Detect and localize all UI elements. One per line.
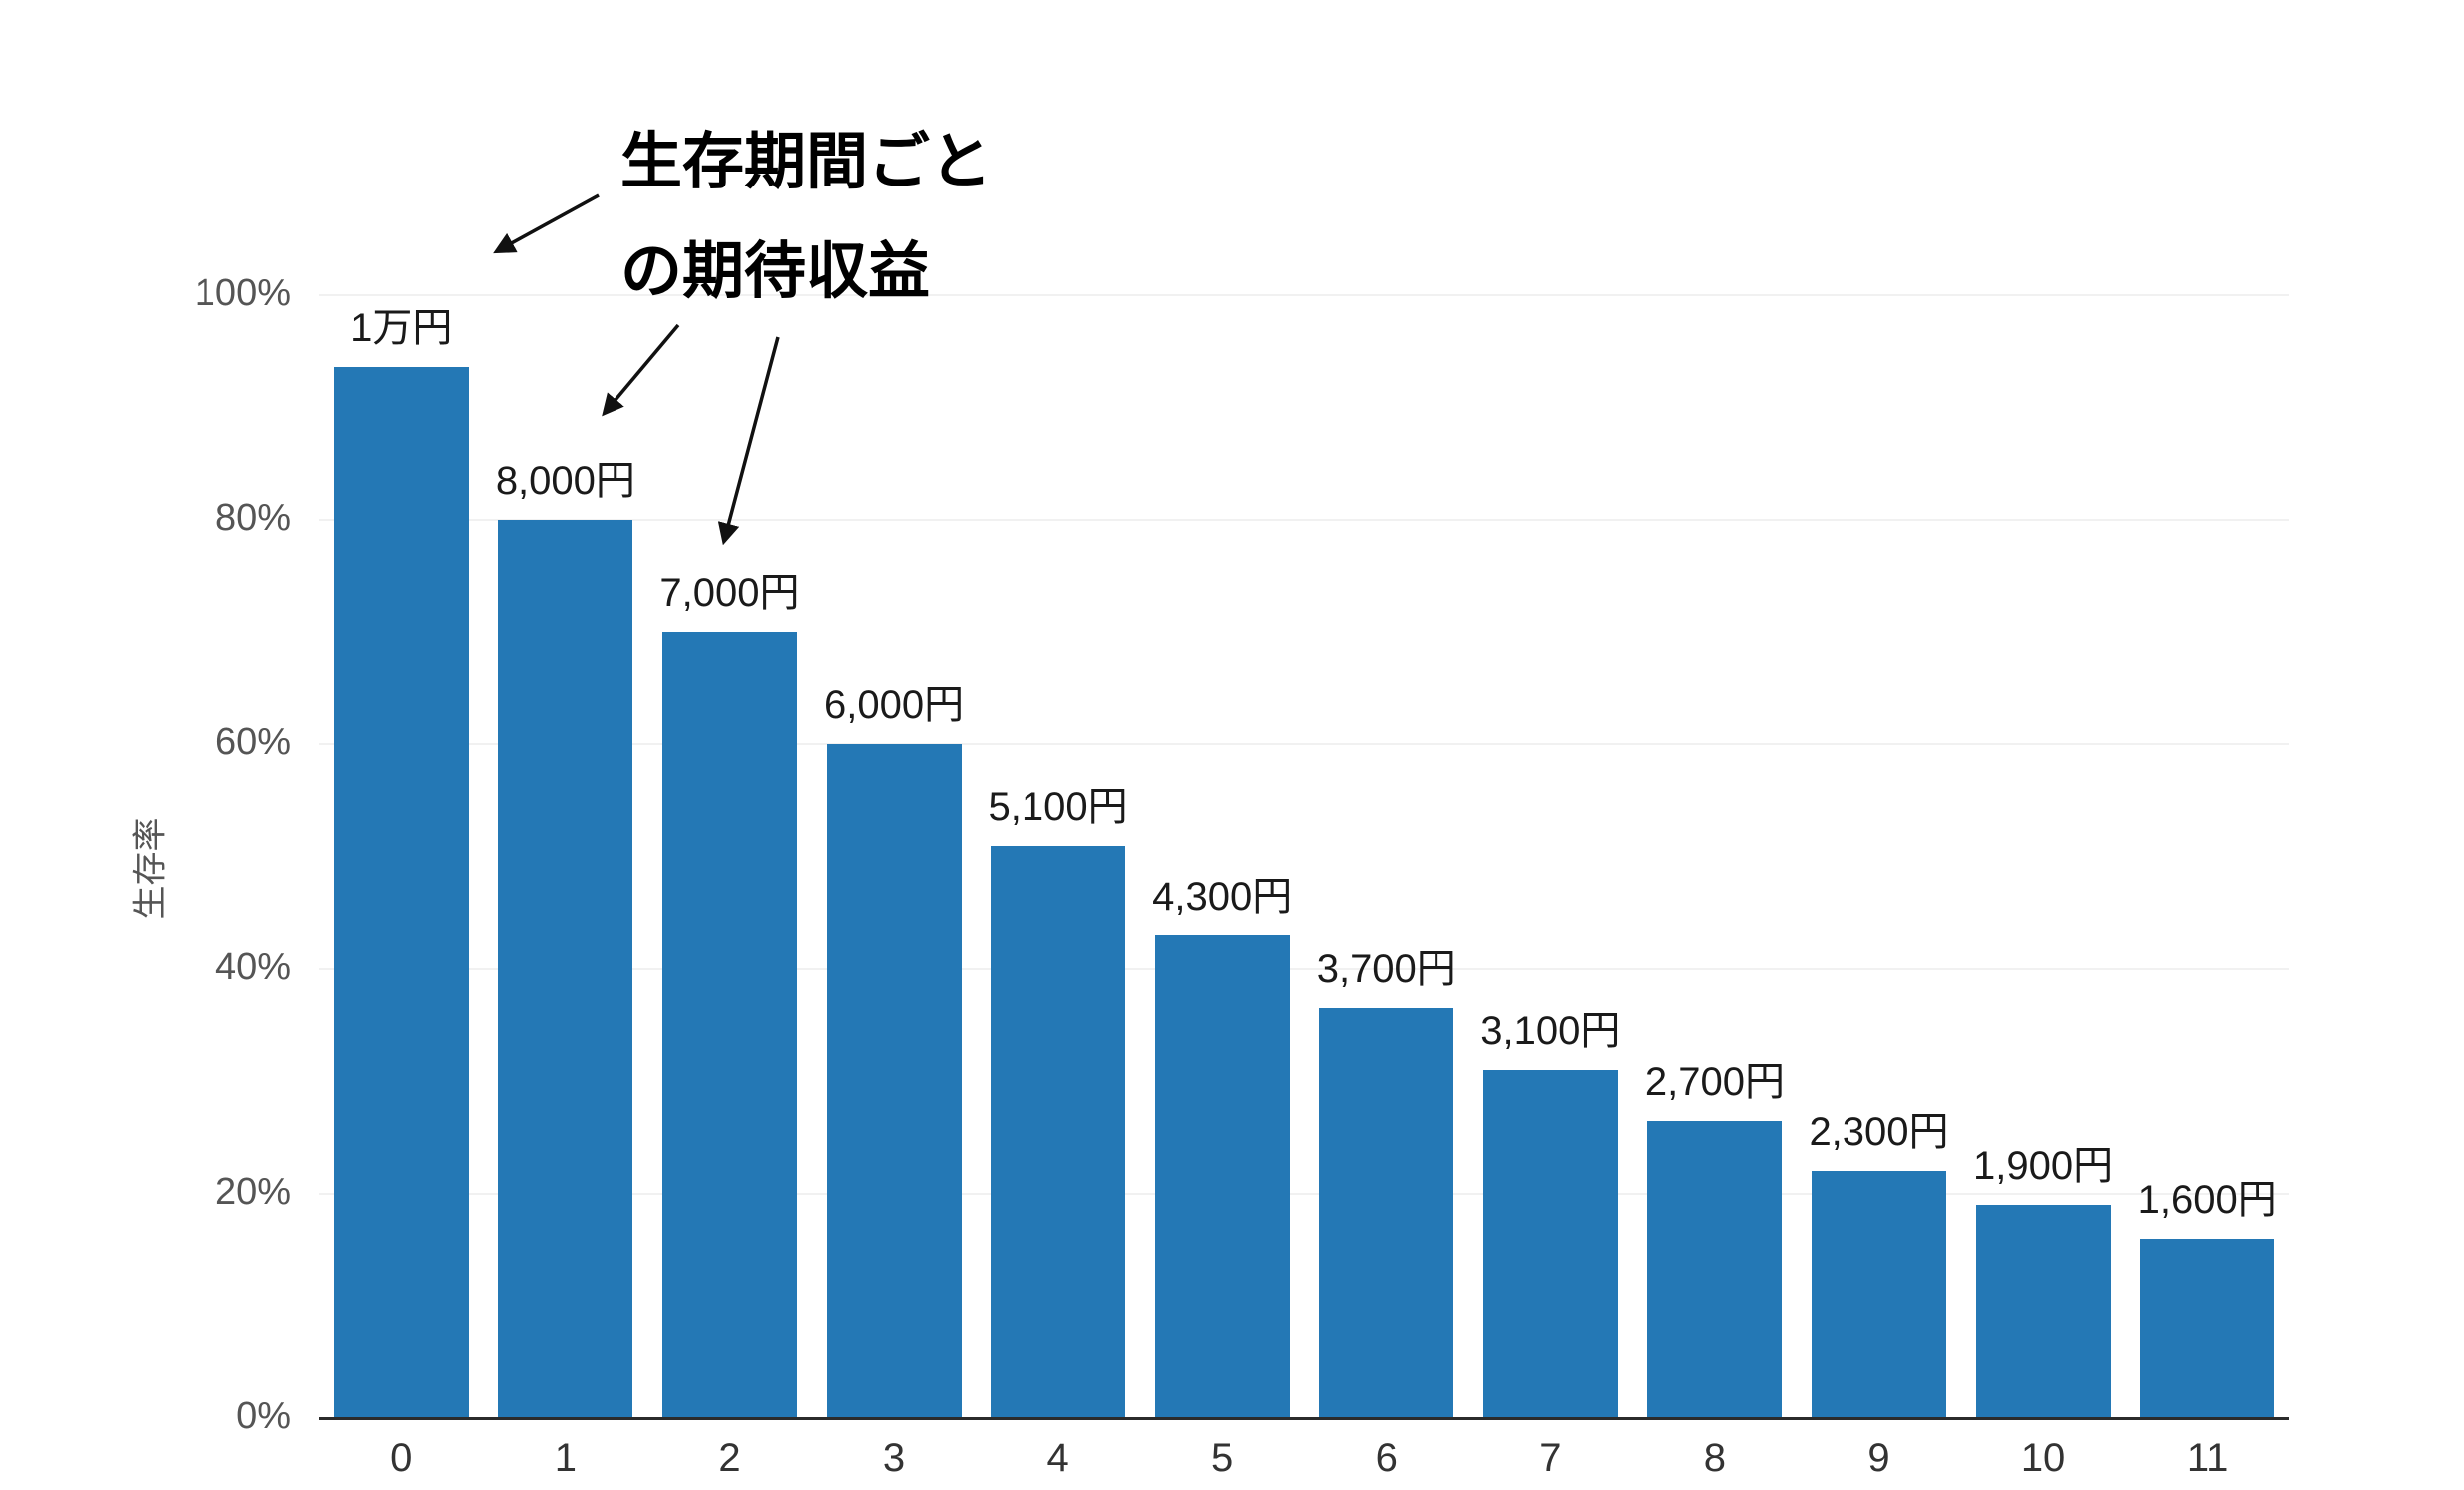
bar-column: 1,600円 xyxy=(2125,295,2289,1418)
x-axis-tick-label: 1 xyxy=(554,1436,577,1480)
bar xyxy=(498,520,633,1418)
bar-column: 6,000円 xyxy=(812,295,977,1418)
bar xyxy=(1154,934,1290,1418)
y-axis-tick-label: 20% xyxy=(214,1170,291,1213)
bar-column: 3,700円 xyxy=(1304,295,1468,1418)
x-axis-tick-label: 9 xyxy=(1867,1436,1890,1480)
bar xyxy=(2140,1238,2275,1418)
x-axis-tick-label: 10 xyxy=(2020,1436,2066,1480)
bar-column: 2,300円 xyxy=(1797,295,1961,1418)
x-axis-tick-label: 4 xyxy=(1046,1436,1069,1480)
annotation: 生存期間ごと の期待収益 xyxy=(620,108,992,328)
x-axis: 0 1 2 3 4 5 6 7 8 9 10 11 xyxy=(319,1436,2289,1481)
bar-value-label: 1,600円 xyxy=(2137,1177,2277,1222)
y-axis-tick-label: 40% xyxy=(214,945,291,988)
bar-value-label: 4,300円 xyxy=(1152,874,1293,919)
bar-value-label: 2,700円 xyxy=(1644,1059,1785,1104)
bar xyxy=(1812,1171,1946,1418)
bar-value-label: 7,000円 xyxy=(659,570,800,615)
bar-column: 8,000円 xyxy=(484,295,648,1418)
gridline xyxy=(319,967,2289,970)
gridline xyxy=(319,294,2289,296)
bar-column: 2,700円 xyxy=(1633,295,1798,1418)
bar-value-label: 3,100円 xyxy=(1480,1008,1621,1053)
bar-column: 5,100円 xyxy=(976,295,1140,1418)
annotation-arrow-1 xyxy=(493,193,600,254)
annotation-line-2: の期待収益 xyxy=(620,237,931,307)
y-axis: 0% 20% 40% 60% 80% 100% xyxy=(100,272,305,1437)
bar-value-label: 8,000円 xyxy=(495,459,635,504)
x-axis-tick-label: 5 xyxy=(1211,1436,1234,1480)
bar xyxy=(1319,1008,1454,1418)
x-axis-tick-label: 7 xyxy=(1539,1436,1562,1480)
x-axis-tick-label: 11 xyxy=(2186,1436,2229,1480)
gridline xyxy=(319,519,2289,522)
x-axis-tick-label: 8 xyxy=(1703,1436,1727,1480)
bar-column: 1万円 xyxy=(319,295,484,1418)
bar xyxy=(1975,1205,2111,1418)
y-axis-tick-label: 80% xyxy=(214,497,291,540)
annotation-line-1: 生存期間ごと xyxy=(620,128,993,196)
bar xyxy=(661,631,797,1418)
bars: 1万円 8,000円 7,000円 6,000円 5,100円 4,300円 3,700円 3… xyxy=(319,295,2289,1418)
bar xyxy=(991,845,1126,1418)
bar xyxy=(826,744,962,1418)
y-axis-tick-label: 0% xyxy=(236,1395,291,1437)
x-axis-tick-label: 0 xyxy=(390,1436,413,1480)
bar-column: 1,900円 xyxy=(1961,295,2126,1418)
bar-value-label: 2,300円 xyxy=(1809,1110,1949,1155)
plot-area: 1万円 8,000円 7,000円 6,000円 5,100円 4,300円 3,700円 3… xyxy=(319,294,2289,1418)
bar-value-label: 1万円 xyxy=(350,306,453,350)
y-axis-tick-label: 60% xyxy=(214,721,291,764)
bar xyxy=(333,367,469,1418)
bar-column: 4,300円 xyxy=(1140,295,1305,1418)
x-axis-tick-label: 2 xyxy=(718,1436,741,1480)
bar-value-label: 1,900円 xyxy=(1973,1144,2114,1189)
x-axis-tick-label: 3 xyxy=(882,1436,906,1480)
gridline xyxy=(319,743,2289,746)
x-axis-line xyxy=(319,1417,2289,1420)
x-axis-tick-label: 6 xyxy=(1375,1436,1398,1480)
bar-value-label: 3,700円 xyxy=(1316,947,1456,992)
gridline xyxy=(319,1192,2289,1195)
y-axis-tick-label: 100% xyxy=(194,272,291,314)
bar-value-label: 5,100円 xyxy=(988,784,1128,829)
bar-column: 3,100円 xyxy=(1468,295,1633,1418)
bar-value-label: 6,000円 xyxy=(823,683,965,728)
bar xyxy=(1482,1069,1618,1418)
bar xyxy=(1647,1120,1783,1418)
bar-column: 7,000円 xyxy=(647,295,812,1418)
